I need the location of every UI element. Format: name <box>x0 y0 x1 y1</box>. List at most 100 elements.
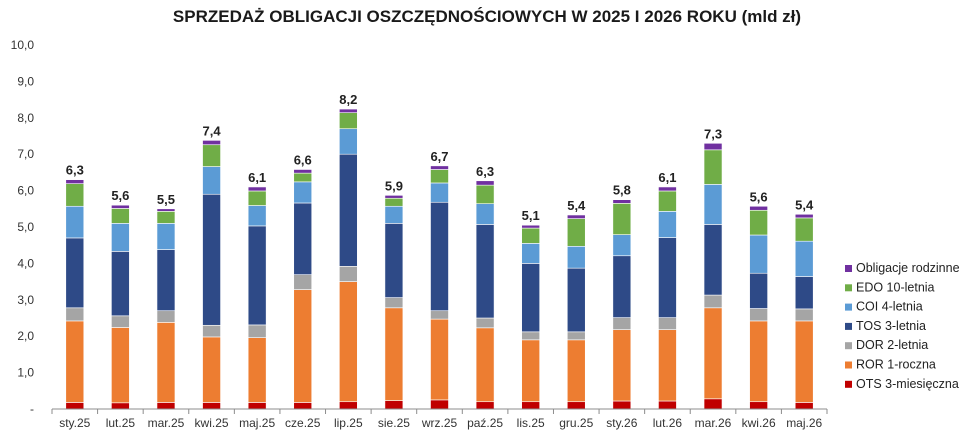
bar-segment <box>566 218 586 247</box>
bar-segment <box>475 317 495 329</box>
bar-segment <box>202 402 221 410</box>
y-tick-label: 7,0 <box>17 147 34 161</box>
bar-segment <box>111 315 130 328</box>
bar-segment <box>247 337 267 403</box>
bar-segment <box>430 165 449 170</box>
bar-segment <box>658 237 677 318</box>
x-tick-label: paź.25 <box>467 416 503 430</box>
legend-swatch <box>845 303 852 311</box>
bar-segment <box>521 401 540 410</box>
bar-segment <box>658 317 677 330</box>
bar-segment <box>65 237 85 309</box>
bar-segment <box>430 182 449 203</box>
bar-segment <box>658 190 677 212</box>
y-tick-label: 8,0 <box>17 111 34 125</box>
legend-swatch <box>845 361 852 369</box>
bar-total-label: 7,4 <box>203 123 222 138</box>
x-tick-label: wrz.25 <box>421 416 458 430</box>
bar-segment <box>430 201 449 312</box>
bar-segment <box>521 243 540 264</box>
bar-segment <box>247 324 267 338</box>
bar-segment <box>566 245 586 269</box>
bar-segment <box>339 128 358 155</box>
bar-segment <box>202 140 221 146</box>
bar-segment <box>339 153 358 267</box>
legend-swatch <box>845 284 852 292</box>
bar-segment <box>749 234 768 274</box>
bar-total-label: 7,3 <box>704 126 722 141</box>
bar-segment <box>247 190 267 206</box>
bar-segment <box>293 202 313 275</box>
x-tick-label: gru.25 <box>559 416 593 430</box>
y-tick-label: 9,0 <box>17 74 34 88</box>
bar-segment <box>794 320 814 403</box>
bar-total-label: 6,1 <box>658 170 676 185</box>
y-tick-label: 6,0 <box>17 184 34 198</box>
bar-segment <box>475 203 495 225</box>
bar-segment <box>293 172 313 183</box>
bar-segment <box>384 297 404 309</box>
bar-segment <box>566 339 586 403</box>
x-tick-label: sty.25 <box>59 416 90 430</box>
bar-segment <box>475 327 495 403</box>
x-tick-label: lip.25 <box>334 416 363 430</box>
bar-segment <box>612 199 632 204</box>
x-tick-label: lut.25 <box>106 416 136 430</box>
x-axis: sty.25 lut.25 mar.25 kwi.25 maj.25 cze.25 lip.… <box>51 408 828 430</box>
bar-segment <box>794 402 814 410</box>
x-tick-label: kwi.25 <box>195 416 229 430</box>
bar-segment <box>202 336 221 403</box>
legend-label: EDO 10-letnia <box>856 280 935 294</box>
y-tick-label: 2,0 <box>17 329 34 343</box>
bar-segment <box>339 108 358 114</box>
bar-segment <box>293 181 313 204</box>
bar-segment <box>111 223 130 252</box>
bar-segment <box>202 144 221 167</box>
bar-segment <box>749 320 768 403</box>
bar-segment <box>111 208 130 224</box>
legend-swatch <box>845 322 852 330</box>
bar-segment <box>658 400 677 410</box>
chart-title: SPRZEDAŻ OBLIGACJI OSZCZĘDNOŚCIOWYCH W 2… <box>173 7 801 26</box>
bar-segment <box>430 318 449 401</box>
bar-segment <box>65 402 85 410</box>
x-tick-label: maj.26 <box>786 416 822 430</box>
bar-segment <box>612 234 632 257</box>
y-tick-label: 4,0 <box>17 256 34 270</box>
x-tick-label: mar.26 <box>695 416 732 430</box>
bar-total-label: 6,3 <box>66 163 84 178</box>
legend-swatch <box>845 380 852 388</box>
bar-segment <box>111 251 130 317</box>
bar-total-label: 6,1 <box>248 170 266 185</box>
y-tick-label: 5,0 <box>17 220 34 234</box>
legend-swatch <box>845 265 852 272</box>
legend-label: ROR 1-roczna <box>856 358 936 372</box>
x-tick-label: maj.25 <box>239 416 275 430</box>
bar-segment <box>749 401 768 410</box>
bar-segment <box>703 142 723 151</box>
legend-swatch <box>845 342 852 350</box>
x-tick-label: kwi.26 <box>742 416 776 430</box>
y-tick-label: - <box>30 402 34 416</box>
bar-segment <box>202 193 221 326</box>
bar-segment <box>475 224 495 319</box>
bar-segment <box>794 217 814 242</box>
bar-segment <box>111 204 130 209</box>
total-labels: 6,3 5,6 5,5 7,4 6,1 6,6 8,2 5,9 6,7 6,3 5,1 5,4 5,8 6… <box>66 92 814 223</box>
bar-segment <box>566 214 586 219</box>
x-tick-label: sie.25 <box>378 416 410 430</box>
bar-segment <box>339 281 358 403</box>
bar-segment <box>65 179 85 184</box>
bar-total-label: 8,2 <box>339 92 357 107</box>
x-tick-label: sty.26 <box>606 416 637 430</box>
bar-segment <box>612 329 632 402</box>
bar-segment <box>247 205 267 227</box>
bar-segment <box>703 184 723 225</box>
bar-segment <box>339 266 358 282</box>
bar-segment <box>156 223 176 250</box>
bar-segment <box>749 272 768 309</box>
bar-segment <box>111 327 130 404</box>
bar-total-label: 5,9 <box>385 178 403 193</box>
